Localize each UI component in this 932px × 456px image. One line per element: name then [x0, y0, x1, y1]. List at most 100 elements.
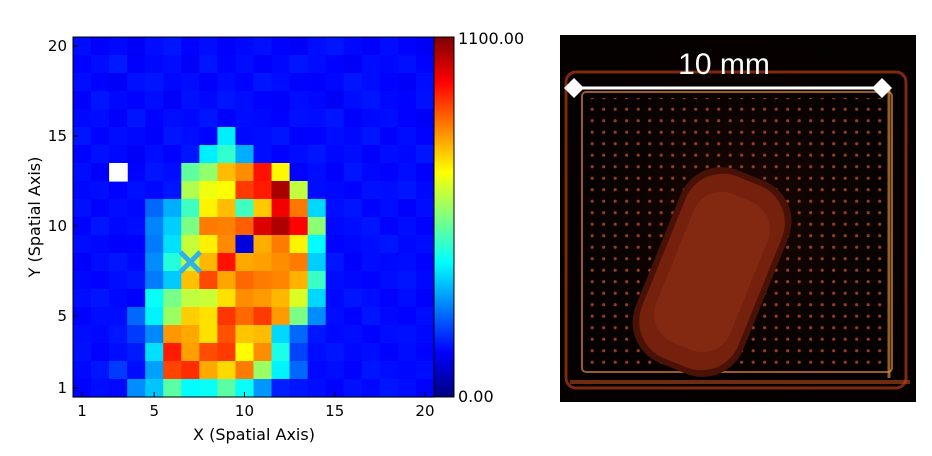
heatmap-cell [325, 109, 345, 128]
heatmap-cell [199, 91, 218, 110]
heatmap-cell [415, 343, 435, 362]
heatmap-cell [145, 181, 164, 200]
heatmap-cell [289, 127, 309, 146]
heatmap-cell [307, 127, 327, 146]
heatmap-cell [181, 91, 200, 110]
heatmap-cell [415, 307, 435, 326]
heatmap-cell [307, 253, 327, 272]
heatmap-cell [307, 343, 327, 362]
heatmap-cell [379, 253, 399, 272]
heatmap-cell [289, 343, 309, 362]
heatmap-cell [235, 271, 255, 290]
heatmap-cell [307, 325, 327, 344]
heatmap-cell [361, 91, 381, 110]
heatmap-cell [199, 199, 218, 218]
heatmap-cell [271, 181, 291, 200]
heatmap-cell [361, 235, 381, 254]
heatmap-cell [397, 145, 417, 164]
heatmap-cell [235, 73, 255, 92]
heatmap-cell [73, 307, 92, 326]
heatmap-cell [325, 145, 345, 164]
heatmap-cell [235, 307, 255, 326]
x-tick-label: 1 [77, 402, 87, 420]
heatmap-cell [271, 91, 291, 110]
specimen-block [632, 167, 792, 377]
heatmap-cell [163, 127, 182, 146]
heatmap-cell [181, 271, 200, 290]
heatmap-cell [127, 325, 146, 344]
heatmap-cell [361, 37, 381, 56]
heatmap-cell [145, 253, 164, 272]
heatmap-cell [145, 289, 164, 308]
heatmap-cell [361, 73, 381, 92]
heatmap-cell [145, 307, 164, 326]
heatmap-cell [91, 199, 110, 218]
heatmap-cell [397, 199, 417, 218]
heatmap-cell [145, 325, 164, 344]
heatmap-cell [235, 289, 255, 308]
heatmap-cell [361, 181, 381, 200]
heatmap-cell [397, 271, 417, 290]
heatmap-cell [343, 127, 363, 146]
heatmap-cell [271, 199, 291, 218]
heatmap-cell [307, 163, 327, 182]
heatmap-cell [253, 91, 273, 110]
heatmap-cell [163, 199, 182, 218]
heatmap-cell [199, 271, 218, 290]
heatmap-cell [253, 199, 273, 218]
heatmap-cell [253, 73, 273, 92]
heatmap-cell [271, 145, 291, 164]
heatmap-cell [271, 235, 291, 254]
heatmap-cell [181, 145, 200, 164]
heatmap-cell [181, 55, 200, 74]
heatmap-cell [217, 289, 237, 308]
heatmap-cell [109, 127, 128, 146]
heatmap-cell [163, 163, 182, 182]
heatmap-cell [397, 217, 417, 236]
heatmap-cell [379, 109, 399, 128]
heatmap-cell [253, 55, 273, 74]
heatmap-cell [217, 109, 237, 128]
heatmap-cell [361, 379, 381, 398]
heatmap-cell [343, 343, 363, 362]
heatmap-cell [343, 361, 363, 380]
heatmap-cell [217, 217, 237, 236]
heatmap-cell [235, 235, 255, 254]
heatmap-cell [73, 217, 92, 236]
heatmap-cell [145, 145, 164, 164]
heatmap-cell [271, 127, 291, 146]
heatmap-cell [325, 343, 345, 362]
heatmap-cell [91, 307, 110, 326]
heatmap-cell [91, 325, 110, 344]
heatmap-cell [325, 307, 345, 326]
heatmap-cell [343, 55, 363, 74]
holder-inner-frame [581, 91, 893, 373]
heatmap-cell [415, 55, 435, 74]
heatmap-cell [253, 343, 273, 362]
heatmap-cell [163, 145, 182, 164]
heatmap-cell [397, 343, 417, 362]
heatmap-cell [307, 217, 327, 236]
heatmap-cell [73, 289, 92, 308]
heatmap-cell [307, 55, 327, 74]
heatmap-cell [307, 145, 327, 164]
heatmap-cell [253, 109, 273, 128]
heatmap-cell [217, 235, 237, 254]
heatmap-cell [325, 235, 345, 254]
heatmap-cell [127, 343, 146, 362]
heatmap-cell [361, 163, 381, 182]
heatmap-cell [343, 379, 363, 398]
heatmap-cell [109, 217, 128, 236]
heatmap-cell [325, 199, 345, 218]
heatmap-cell [91, 271, 110, 290]
heatmap-cell [163, 91, 182, 110]
heatmap-cell [73, 127, 92, 146]
heatmap-cell [73, 181, 92, 200]
heatmap-cell [325, 379, 345, 398]
heatmap-cell [397, 307, 417, 326]
heatmap-cell [109, 271, 128, 290]
heatmap-cell [127, 163, 146, 182]
heatmap-cell [289, 253, 309, 272]
heatmap-cell [145, 379, 164, 398]
heatmap-cell [127, 271, 146, 290]
